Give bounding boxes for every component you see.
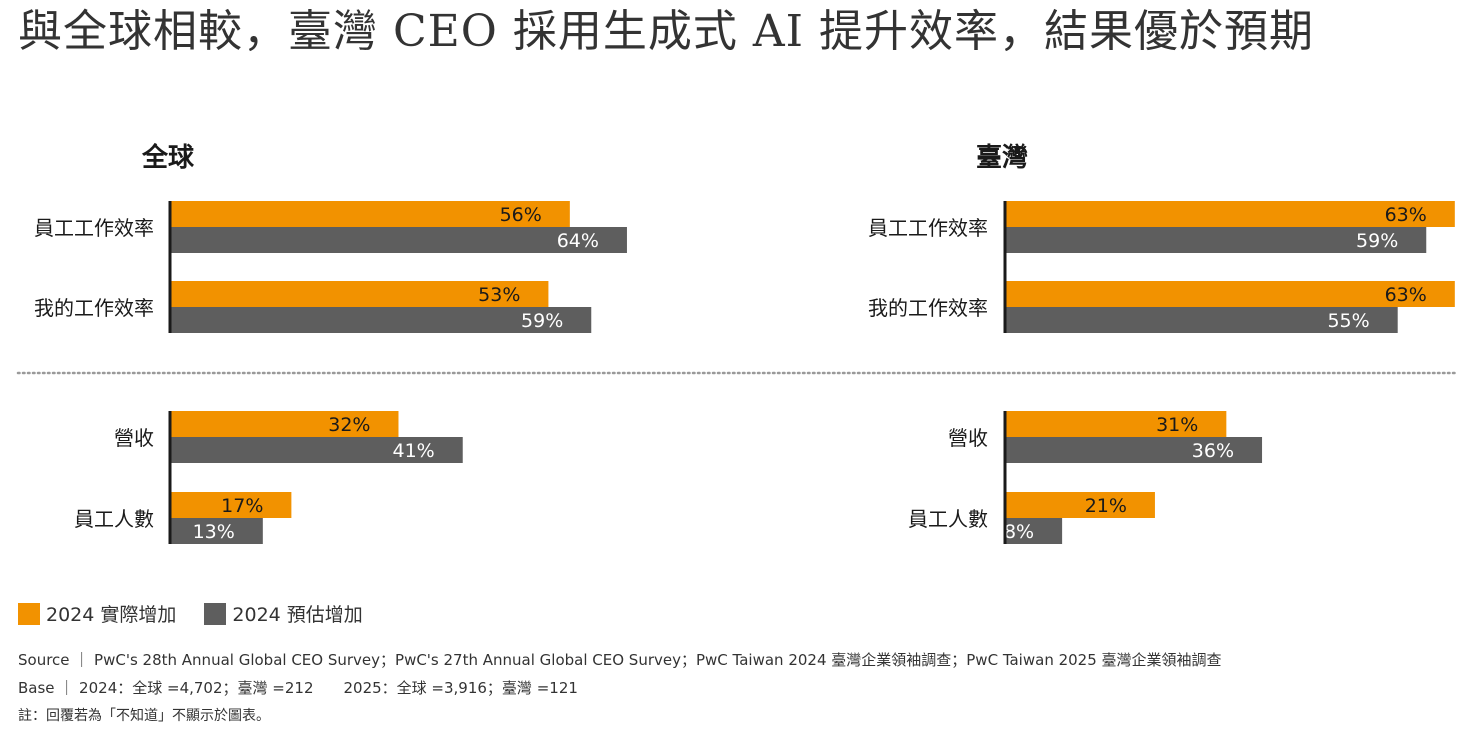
- bar-estimate: [170, 437, 463, 463]
- bar-actual: [170, 492, 292, 518]
- data-label: 17%: [221, 495, 263, 517]
- category-label: 我的工作效率: [34, 296, 154, 320]
- category-label: 員工人數: [908, 507, 988, 531]
- category-label: 員工人數: [74, 507, 154, 531]
- category-label: 員工工作效率: [34, 216, 154, 240]
- panel-title: 全球: [141, 142, 195, 173]
- data-label: 36%: [1192, 440, 1234, 462]
- source-note: Source ｜ PwC's 28th Annual Global CEO Su…: [18, 651, 1222, 669]
- data-label: 41%: [393, 440, 435, 462]
- panel-title: 臺灣: [976, 143, 1028, 173]
- bar-actual: [1005, 281, 1455, 307]
- bar-estimate: [1005, 307, 1398, 333]
- data-label: 59%: [1356, 230, 1398, 252]
- bar-estimate: [170, 227, 627, 253]
- legend-label-actual: 2024 實際增加: [46, 604, 177, 626]
- data-label: 53%: [478, 284, 520, 306]
- data-label: 55%: [1327, 310, 1369, 332]
- legend-item-actual: 2024 實際增加: [18, 600, 176, 627]
- data-label: 32%: [328, 414, 370, 436]
- bar-actual: [1005, 411, 1227, 437]
- legend-label-estimate: 2024 預估增加: [232, 604, 363, 626]
- legend: 2024 實際增加 2024 預估增加: [18, 600, 391, 627]
- data-label: 21%: [1085, 495, 1127, 517]
- bar-actual: [1005, 201, 1455, 227]
- bar-estimate: [1005, 227, 1427, 253]
- legend-swatch-estimate: [204, 602, 227, 625]
- bar-actual: [170, 201, 570, 227]
- base-note: Base ｜ 2024：全球 =4,702；臺灣 =212 2025：全球 =3…: [18, 679, 578, 697]
- data-label: 59%: [521, 310, 563, 332]
- data-label: 56%: [500, 204, 542, 226]
- bar-estimate: [1005, 518, 1063, 544]
- data-label: 8%: [1004, 521, 1034, 543]
- legend-swatch-actual: [18, 602, 40, 625]
- category-label: 營收: [948, 426, 988, 450]
- category-label: 我的工作效率: [868, 296, 988, 320]
- data-label: 13%: [193, 521, 235, 543]
- legend-item-estimate: 2024 預估增加: [204, 600, 363, 627]
- data-label: 31%: [1156, 414, 1198, 436]
- footnotes: Source ｜ PwC's 28th Annual Global CEO Su…: [18, 646, 1222, 730]
- data-label: 63%: [1385, 204, 1427, 226]
- page-title: 與全球相較，臺灣 CEO 採用生成式 AI 提升效率，結果優於預期: [18, 6, 1314, 57]
- data-label: 64%: [557, 230, 599, 252]
- data-label: 63%: [1385, 284, 1427, 306]
- bar-estimate: [170, 518, 263, 544]
- disclaimer-note: 註：回覆若為「不知道」不顯示於圖表。: [18, 708, 270, 724]
- category-label: 營收: [114, 426, 154, 450]
- bar-estimate: [1005, 437, 1263, 463]
- bar-actual: [170, 281, 549, 307]
- bar-actual: [170, 411, 399, 437]
- bar-estimate: [170, 307, 592, 333]
- bar-actual: [1005, 492, 1155, 518]
- bar-chart-panels: 全球員工工作效率56%64%我的工作效率53%59%臺灣員工工作效率63%59%…: [16, 142, 1458, 544]
- category-label: 員工工作效率: [868, 216, 988, 240]
